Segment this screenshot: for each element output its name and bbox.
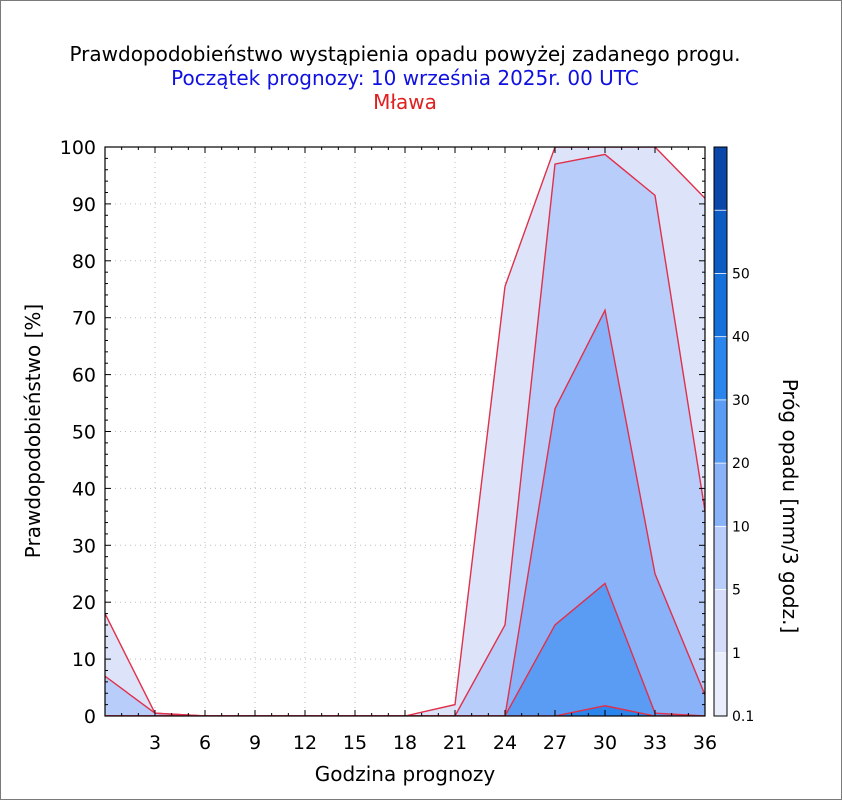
chart-location: Mława — [373, 90, 437, 114]
y-axis-label: Prawdopodobieństwo [%] — [21, 304, 45, 558]
series-area-3 — [105, 583, 705, 716]
y-tick-label: 30 — [72, 535, 96, 557]
x-tick-label: 3 — [149, 732, 161, 754]
y-tick-label: 0 — [84, 706, 96, 728]
x-tick-label: 33 — [643, 732, 667, 754]
x-tick-label: 6 — [199, 732, 211, 754]
x-tick-label: 30 — [593, 732, 617, 754]
x-tick-label: 21 — [443, 732, 467, 754]
colorbar — [713, 146, 728, 717]
y-tick-label: 10 — [72, 649, 96, 671]
x-tick-label: 9 — [249, 732, 261, 754]
x-tick-label: 24 — [493, 732, 517, 754]
chart-subtitle: Początek prognozy: 10 września 2025r. 00… — [171, 66, 639, 90]
y-tick-label: 90 — [72, 194, 96, 216]
colorbar-tick-label: 30 — [732, 393, 750, 409]
colorbar-tick-label: 40 — [732, 330, 750, 346]
chart-title: Prawdopodobieństwo wystąpienia opadu pow… — [69, 42, 740, 66]
y-tick-label: 80 — [72, 251, 96, 273]
y-tick-label: 100 — [60, 137, 96, 159]
y-tick-label: 70 — [72, 308, 96, 330]
y-tick-label: 50 — [72, 422, 96, 444]
colorbar-label: Próg opadu [mm/3 godz.] — [778, 379, 802, 634]
y-tick-label: 20 — [72, 592, 96, 614]
colorbar-segment-8 — [714, 147, 727, 211]
series-lines — [105, 147, 705, 716]
y-tick-labels: 0 10 20 30 40 50 60 70 80 90 100 — [60, 137, 96, 728]
ticks — [104, 146, 706, 717]
colorbar-segment-7 — [714, 210, 727, 274]
series-line-4 — [105, 705, 705, 716]
colorbar-segment-5 — [714, 336, 727, 400]
colorbar-tick-label: 50 — [732, 266, 750, 282]
x-axis-label: Godzina prognozy — [315, 762, 496, 786]
colorbar-segment-4 — [714, 399, 727, 464]
y-tick-label: 40 — [72, 478, 96, 500]
colorbar-tick-label: 0.1 — [732, 709, 754, 725]
x-tick-label: 36 — [693, 732, 717, 754]
series-area-4 — [105, 705, 705, 716]
colorbar-tick-label: 10 — [732, 519, 750, 535]
series-line-2 — [105, 308, 705, 716]
colorbar-tick-labels: 0.1 1 5 10 20 30 40 50 — [732, 266, 754, 725]
colorbar-segment-2 — [714, 526, 727, 590]
colorbar-frame — [713, 146, 728, 717]
x-tick-label: 12 — [293, 732, 317, 754]
colorbar-segment-3 — [714, 463, 727, 527]
x-tick-label: 15 — [343, 732, 367, 754]
x-tick-label: 18 — [393, 732, 417, 754]
colorbar-tick-label: 5 — [732, 583, 741, 599]
colorbar-segment-0 — [714, 652, 727, 716]
colorbar-tick-label: 20 — [732, 456, 750, 472]
x-tick-labels: 3 6 9 12 15 18 21 24 27 30 33 36 — [149, 732, 717, 754]
colorbar-tick-label: 1 — [732, 646, 741, 662]
series-line-1 — [105, 153, 705, 716]
x-tick-label: 27 — [543, 732, 567, 754]
y-tick-label: 60 — [72, 365, 96, 387]
series-line-3 — [105, 582, 705, 716]
colorbar-segment-6 — [714, 273, 727, 337]
colorbar-segment-1 — [714, 589, 727, 653]
